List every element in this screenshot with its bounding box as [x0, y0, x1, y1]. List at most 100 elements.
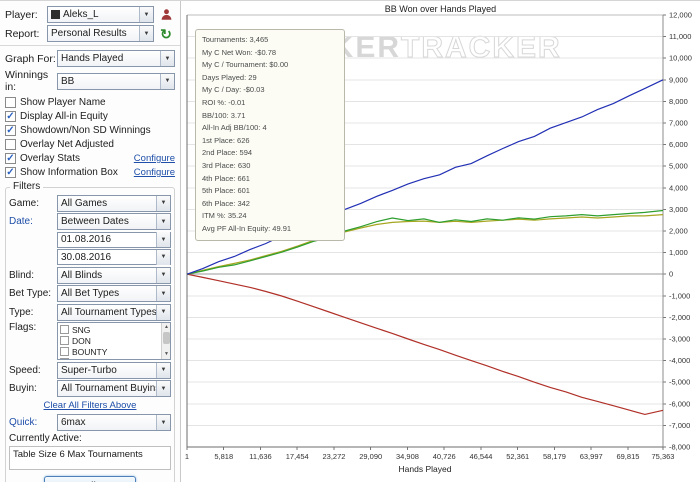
type-select[interactable]: All Tournament Types ▼ [57, 303, 171, 321]
flag-item[interactable]: SNG [60, 324, 160, 335]
checkbox[interactable]: ✓ [5, 124, 16, 136]
blind-label: Blind: [9, 269, 35, 281]
quick-select[interactable]: 6max ▼ [57, 414, 171, 431]
flag-item[interactable]: SHOOTOUT [60, 357, 160, 359]
chevron-down-icon[interactable]: ▼ [156, 415, 170, 430]
checkbox[interactable]: ✓ [5, 166, 16, 178]
info-box-stat: ROI %: -0.01 [202, 97, 246, 107]
quick-filter-row: Quick: 6max ▼ [9, 414, 171, 431]
option-row: Overlay Net Adjusted [5, 138, 175, 151]
player-manager-button[interactable] [157, 6, 175, 23]
scroll-up-icon[interactable]: ▲ [164, 324, 169, 330]
date-from-row: 01.08.2016 ▼ [57, 231, 171, 248]
chevron-down-icon[interactable]: ▼ [160, 73, 174, 89]
date-from-input[interactable]: 01.08.2016 ▼ [57, 231, 171, 248]
checkbox[interactable] [60, 336, 69, 345]
chevron-down-icon[interactable]: ▼ [139, 26, 153, 41]
graph-options: Show Player Name ✓ Display All-in Equity ✓ S… [5, 96, 175, 179]
checkbox[interactable] [5, 139, 16, 150]
date-to-value: 30.08.2016 [61, 251, 112, 263]
flag-item[interactable]: DON [60, 335, 160, 346]
graph-for-select[interactable]: Hands Played ▼ [57, 50, 175, 67]
checkbox[interactable] [60, 325, 69, 334]
date-filter-row: Date: Between Dates ▼ [9, 213, 171, 230]
info-box-stat: Avg PF All-In Equity: 49.91 [202, 223, 292, 233]
chevron-down-icon[interactable]: ▼ [156, 267, 170, 283]
configure-link[interactable]: Configure [133, 153, 175, 164]
bet-type-select[interactable]: All Bet Types ▼ [57, 285, 171, 302]
x-axis-label: Hands Played [399, 464, 452, 474]
player-row: Player: Aleks_L ▼ [5, 6, 175, 23]
blind-select[interactable]: All Blinds ▼ [57, 266, 171, 284]
clear-all-filters-link[interactable]: Clear All Filters Above [43, 400, 137, 411]
info-box-stat: 2nd Place: 594 [202, 148, 253, 158]
chevron-down-icon[interactable]: ▼ [156, 304, 170, 320]
x-tick-label: 1 [185, 452, 189, 461]
checkbox[interactable] [60, 347, 69, 356]
info-box-stat: Days Played: 29 [202, 72, 257, 82]
info-box-stat: All-In Adj BB/100: 4 [202, 123, 267, 133]
player-select[interactable]: Aleks_L ▼ [47, 6, 154, 23]
chart-title: BB Won over Hands Played [384, 4, 497, 14]
x-tick-label: 75,363 [652, 452, 675, 461]
checkbox[interactable] [5, 97, 16, 108]
refresh-button[interactable]: ↻ [157, 25, 175, 42]
scroll-down-icon[interactable]: ▼ [164, 351, 169, 357]
buyin-filter-row: Buyin: All Tournament Buyins ▼ [9, 380, 171, 397]
chevron-down-icon[interactable]: ▼ [156, 214, 170, 229]
player-site-icon [51, 10, 60, 19]
chevron-down-icon[interactable]: ▼ [156, 195, 170, 211]
option-row: Show Player Name [5, 96, 175, 109]
person-icon [161, 9, 171, 20]
report-select[interactable]: Personal Results ▼ [47, 25, 154, 42]
graph-for-label: Graph For: [5, 52, 56, 65]
x-tick-label: 23,272 [323, 452, 346, 461]
option-label: Overlay Net Adjusted [20, 139, 114, 150]
chevron-down-icon[interactable]: ▼ [160, 51, 174, 66]
bet-type-filter-row: Bet Type: All Bet Types ▼ [9, 285, 171, 302]
y-tick-label: -7,000 [669, 421, 690, 430]
type-label: Type: [9, 306, 34, 318]
x-tick-label: 17,454 [286, 452, 309, 461]
calendar-dropdown-icon[interactable]: ▼ [156, 249, 170, 265]
divider [0, 45, 180, 46]
chevron-down-icon[interactable]: ▼ [156, 381, 170, 396]
info-box-stat: 6th Place: 342 [202, 198, 250, 208]
configure-link[interactable]: Configure [133, 167, 175, 178]
checkbox[interactable]: ✓ [5, 152, 16, 164]
game-select[interactable]: All Games ▼ [57, 194, 171, 212]
bet-type-value: All Bet Types [61, 288, 120, 299]
date-from-value: 01.08.2016 [61, 234, 112, 245]
option-label: Showdown/Non SD Winnings [20, 125, 151, 136]
chevron-down-icon[interactable]: ▼ [156, 286, 170, 301]
chevron-down-icon[interactable]: ▼ [156, 362, 170, 378]
speed-select[interactable]: Super-Turbo ▼ [57, 361, 171, 379]
scrollbar-thumb[interactable] [163, 332, 170, 344]
date-value: Between Dates [61, 216, 129, 227]
winnings-in-select[interactable]: BB ▼ [57, 72, 175, 90]
game-filter-row: Game: All Games ▼ [9, 194, 171, 212]
winnings-in-label: Winnings in: [5, 69, 49, 93]
y-tick-label: 7,000 [669, 119, 688, 128]
calendar-dropdown-icon[interactable]: ▼ [156, 232, 170, 247]
graph-for-row: Graph For: Hands Played ▼ [5, 50, 175, 67]
y-tick-label: 10,000 [669, 54, 692, 63]
buyin-select[interactable]: All Tournament Buyins ▼ [57, 380, 171, 397]
flags-scrollbar[interactable]: ▲ ▼ [161, 323, 170, 359]
chevron-down-icon[interactable]: ▼ [139, 7, 153, 22]
date-to-input[interactable]: 30.08.2016 ▼ [57, 249, 171, 265]
more-filters-button[interactable]: More Filters... [44, 476, 136, 482]
y-tick-label: -2,000 [669, 313, 690, 322]
checkbox[interactable] [60, 358, 69, 359]
checkbox[interactable]: ✓ [5, 110, 16, 122]
flags-listbox[interactable]: SNGDONBOUNTYSHOOTOUT ▲ ▼ [57, 322, 171, 360]
game-label: Game: [9, 197, 40, 209]
flag-label: DON [72, 335, 91, 346]
x-tick-label: 58,179 [543, 452, 566, 461]
y-tick-label: 2,000 [669, 227, 688, 236]
flag-item[interactable]: BOUNTY [60, 346, 160, 357]
option-row: ✓ Showdown/Non SD Winnings [5, 124, 175, 137]
report-label: Report: [5, 27, 40, 40]
date-select[interactable]: Between Dates ▼ [57, 213, 171, 230]
